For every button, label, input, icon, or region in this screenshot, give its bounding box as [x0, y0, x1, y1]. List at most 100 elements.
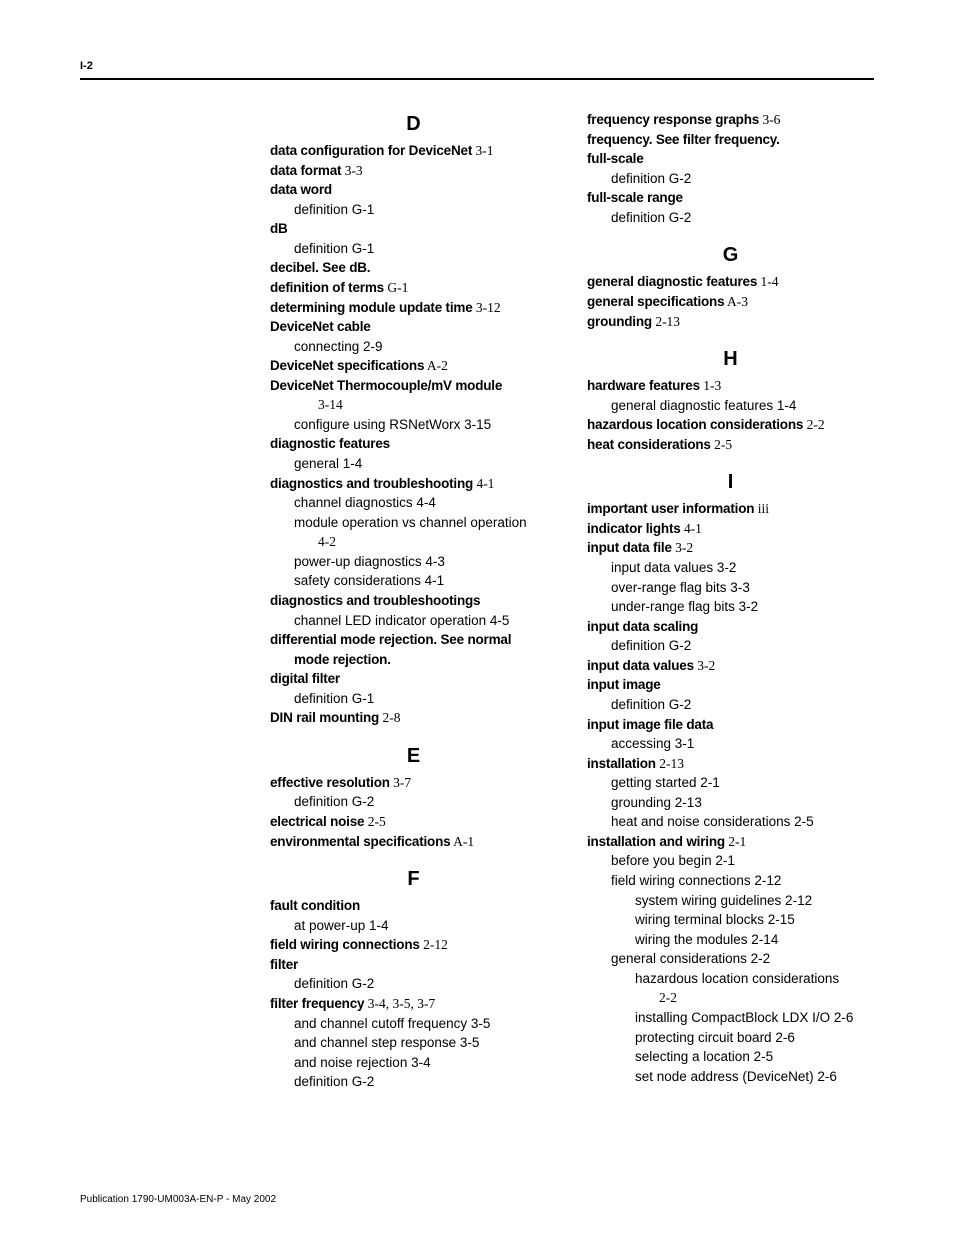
index-ref: 2-1 — [725, 834, 746, 849]
index-subsubentry: wiring the modules 2-14 — [587, 930, 874, 950]
index-continuation: 3-14 — [270, 395, 557, 415]
section-letter-g: G — [587, 241, 874, 270]
index-term: general specifications — [587, 294, 724, 309]
index-subentry: over-range flag bits 3-3 — [587, 578, 874, 598]
index-term: determining module update time — [270, 300, 473, 315]
index-entry: frequency. See filter frequency. — [587, 130, 874, 150]
index-entry: differential mode rejection. See normal — [270, 630, 557, 650]
index-subentry: definition G-2 — [587, 169, 874, 189]
index-ref: 3-6 — [759, 112, 780, 127]
index-subentry: general diagnostic features 1-4 — [587, 396, 874, 416]
index-entry: full-scale range — [587, 188, 874, 208]
index-ref: A-2 — [424, 358, 448, 373]
index-term: DeviceNet specifications — [270, 358, 424, 373]
section-letter-i: I — [587, 468, 874, 497]
index-ref: 3-1 — [472, 143, 493, 158]
index-ref: 3-4, 3-5, 3-7 — [364, 996, 435, 1011]
index-term: frequency. See filter frequency. — [587, 132, 780, 147]
index-term: dB — [270, 221, 288, 236]
index-subentry: and channel step response 3-5 — [270, 1033, 557, 1053]
index-subsubentry: wiring terminal blocks 2-15 — [587, 910, 874, 930]
index-entry: grounding 2-13 — [587, 312, 874, 332]
index-term: installation — [587, 756, 656, 771]
index-ref: 2-2 — [803, 417, 824, 432]
index-term: field wiring connections — [270, 937, 420, 952]
index-term: input data scaling — [587, 619, 698, 634]
page-header-id: I-2 — [80, 60, 874, 72]
index-ref: 4-1 — [473, 476, 494, 491]
index-ref: 2-5 — [711, 437, 732, 452]
index-entry: frequency response graphs 3-6 — [587, 110, 874, 130]
index-ref: 4-1 — [681, 521, 702, 536]
index-entry: filter frequency 3-4, 3-5, 3-7 — [270, 994, 557, 1014]
page: I-2 D data configuration for DeviceNet 3… — [0, 0, 954, 1235]
index-ref: 1-3 — [700, 378, 721, 393]
index-entry: data word — [270, 180, 557, 200]
index-ref: G-1 — [384, 280, 408, 295]
index-entry: environmental specifications A-1 — [270, 832, 557, 852]
index-term: digital filter — [270, 671, 340, 686]
index-term: full-scale range — [587, 190, 683, 205]
index-entry: effective resolution 3-7 — [270, 773, 557, 793]
index-ref: 3-7 — [390, 775, 411, 790]
index-subsubentry: system wiring guidelines 2-12 — [587, 891, 874, 911]
index-entry: indicator lights 4-1 — [587, 519, 874, 539]
index-term: diagnostics and troubleshootings — [270, 593, 480, 608]
index-entry: diagnostics and troubleshooting 4-1 — [270, 474, 557, 494]
index-ref: 3-12 — [473, 300, 501, 315]
index-term: effective resolution — [270, 775, 390, 790]
index-subentry: definition G-2 — [270, 974, 557, 994]
index-term: decibel. See dB. — [270, 260, 370, 275]
index-term: grounding — [587, 314, 652, 329]
index-term: definition of terms — [270, 280, 384, 295]
header-rule — [80, 78, 874, 80]
index-ref: 3-3 — [341, 163, 362, 178]
index-term: mode rejection. — [294, 652, 391, 667]
index-subentry: channel diagnostics 4-4 — [270, 493, 557, 513]
index-term: input image file data — [587, 717, 713, 732]
index-entry: input data values 3-2 — [587, 656, 874, 676]
index-entry: DeviceNet cable — [270, 317, 557, 337]
index-term: important user information — [587, 501, 754, 516]
index-entry: DeviceNet Thermocouple/mV module — [270, 376, 557, 396]
index-subentry: configure using RSNetWorx 3-15 — [270, 415, 557, 435]
index-subentry: safety considerations 4-1 — [270, 571, 557, 591]
index-subentry: field wiring connections 2-12 — [587, 871, 874, 891]
index-entry: data format 3-3 — [270, 161, 557, 181]
index-subentry: definition G-2 — [587, 208, 874, 228]
index-entry: diagnostics and troubleshootings — [270, 591, 557, 611]
index-entry: installation and wiring 2-1 — [587, 832, 874, 852]
index-continuation: 2-2 — [587, 988, 874, 1008]
index-subentry: general considerations 2-2 — [587, 949, 874, 969]
index-entry: heat considerations 2-5 — [587, 435, 874, 455]
index-subentry: getting started 2-1 — [587, 773, 874, 793]
index-entry: decibel. See dB. — [270, 258, 557, 278]
index-term: general diagnostic features — [587, 274, 757, 289]
index-subentry: power-up diagnostics 4-3 — [270, 552, 557, 572]
index-entry: filter — [270, 955, 557, 975]
index-term: DeviceNet Thermocouple/mV module — [270, 378, 502, 393]
section-letter-e: E — [270, 742, 557, 771]
index-subentry: at power-up 1-4 — [270, 916, 557, 936]
index-term: heat considerations — [587, 437, 711, 452]
index-term: filter frequency — [270, 996, 364, 1011]
index-subentry: channel LED indicator operation 4-5 — [270, 611, 557, 631]
index-entry: determining module update time 3-12 — [270, 298, 557, 318]
index-subentry: and noise rejection 3-4 — [270, 1053, 557, 1073]
index-subentry: general 1-4 — [270, 454, 557, 474]
index-ref: iii — [754, 501, 769, 516]
index-subentry: definition G-2 — [270, 1072, 557, 1092]
section-letter-d: D — [270, 110, 557, 139]
index-term: hardware features — [587, 378, 700, 393]
index-ref: 2-8 — [379, 710, 400, 725]
index-subsubentry: hazardous location considerations — [587, 969, 874, 989]
index-ref: 2-12 — [420, 937, 448, 952]
index-ref: 2-13 — [652, 314, 680, 329]
index-entry: dB — [270, 219, 557, 239]
index-entry: definition of terms G-1 — [270, 278, 557, 298]
index-term: hazardous location considerations — [587, 417, 803, 432]
index-term: electrical noise — [270, 814, 364, 829]
section-letter-f: F — [270, 865, 557, 894]
index-entry: hardware features 1-3 — [587, 376, 874, 396]
index-ref: 3-2 — [694, 658, 715, 673]
